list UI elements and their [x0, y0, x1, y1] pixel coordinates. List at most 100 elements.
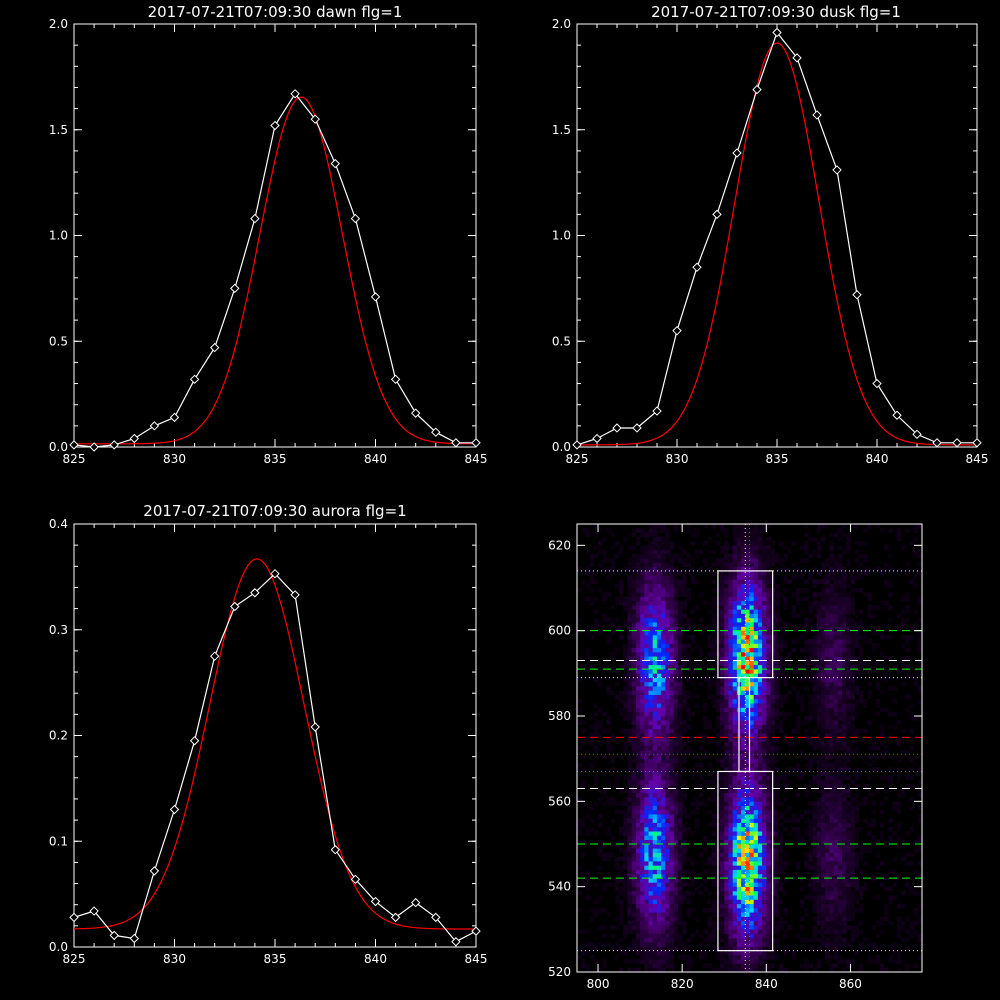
heatmap-cell: [778, 711, 784, 717]
heatmap-cell: [879, 861, 885, 866]
heatmap-cell: [724, 609, 729, 614]
heatmap-cell: [652, 942, 658, 947]
heatmap-cell: [656, 656, 662, 661]
heatmap-cell: [799, 677, 805, 683]
heatmap-cell: [821, 677, 826, 683]
heatmap-cell: [821, 937, 826, 943]
heatmap-cell: [795, 861, 801, 866]
heatmap-cell: [623, 933, 628, 939]
heatmap-cell: [648, 588, 654, 593]
heatmap-cell: [745, 622, 750, 627]
heatmap-cell: [581, 852, 586, 858]
heatmap-cell: [833, 869, 839, 875]
heatmap-cell: [661, 583, 666, 589]
heatmap-cell: [631, 912, 637, 917]
heatmap-cell: [728, 660, 733, 666]
heatmap-cell: [749, 767, 755, 772]
heatmap-cell: [602, 728, 607, 734]
heatmap-cell: [644, 673, 649, 678]
heatmap-cell: [812, 596, 818, 602]
heatmap-cell: [652, 754, 658, 759]
heatmap-cell: [652, 613, 658, 619]
heatmap-cell: [741, 831, 746, 836]
heatmap-cell: [825, 771, 830, 777]
heatmap-cell: [661, 750, 666, 755]
heatmap-cell: [593, 946, 599, 951]
heatmap-cell: [699, 950, 704, 956]
heatmap-cell: [829, 617, 834, 623]
heatmap-cell: [631, 809, 637, 815]
heatmap-cell: [665, 745, 670, 751]
heatmap-cell: [724, 890, 729, 896]
heatmap-cell: [741, 686, 746, 691]
heatmap-cell: [825, 583, 830, 589]
heatmap-cell: [741, 698, 746, 704]
heatmap-cell: [610, 754, 616, 759]
heatmap-cell: [842, 822, 847, 828]
heatmap-cell: [837, 617, 843, 623]
heatmap-cell: [724, 634, 729, 640]
heatmap-cell: [669, 967, 675, 973]
heatmap-cell: [825, 954, 830, 960]
heatmap-cell: [770, 707, 776, 713]
heatmap-cell: [589, 946, 595, 951]
heatmap-cell: [846, 754, 851, 759]
heatmap-cell: [808, 707, 813, 713]
y-tick-label: 0.1: [49, 834, 68, 848]
heatmap-cell: [656, 784, 662, 789]
heatmap-cell: [724, 724, 729, 730]
heatmap-cell: [770, 762, 776, 768]
heatmap-cell: [829, 728, 834, 734]
heatmap-cell: [757, 925, 763, 930]
heatmap-cell: [917, 673, 923, 678]
heatmap-cell: [850, 869, 855, 875]
heatmap-cell: [858, 634, 864, 640]
heatmap-cell: [669, 750, 675, 755]
heatmap-cell: [686, 826, 691, 832]
y-tick-label: 0.4: [49, 517, 68, 531]
heatmap-cell: [652, 724, 658, 730]
heatmap-cell: [732, 963, 738, 969]
heatmap-cell: [757, 733, 763, 738]
y-tick-label: 1.0: [49, 229, 68, 243]
heatmap-cell: [720, 856, 725, 862]
heatmap-cell: [652, 750, 658, 755]
heatmap-cell: [753, 937, 759, 943]
heatmap-cell: [753, 728, 759, 734]
heatmap-cell: [821, 809, 826, 815]
heatmap-cell: [673, 694, 679, 700]
heatmap-cell: [631, 681, 637, 687]
heatmap-cell: [724, 588, 729, 593]
heatmap-cell: [745, 758, 750, 764]
heatmap-cell: [774, 698, 780, 704]
heatmap-cell: [677, 809, 683, 815]
heatmap-cell: [614, 916, 620, 922]
heatmap-cell: [652, 908, 658, 913]
heatmap-cell: [686, 677, 691, 683]
heatmap-cell: [652, 912, 658, 917]
heatmap-cell: [909, 805, 914, 811]
heatmap-cell: [699, 792, 704, 798]
heatmap-cell: [741, 673, 746, 678]
heatmap-cell: [627, 967, 632, 973]
heatmap-cell: [665, 933, 670, 939]
heatmap-cell: [724, 741, 729, 747]
heatmap-cell: [757, 716, 763, 721]
heatmap-cell: [762, 895, 767, 900]
x-tick-label: 845: [966, 452, 989, 466]
heatmap-cell: [762, 805, 767, 811]
heatmap-cell: [640, 878, 645, 883]
heatmap-cell: [913, 890, 919, 896]
heatmap-cell: [640, 814, 645, 819]
heatmap-cell: [741, 771, 746, 777]
heatmap-cell: [766, 916, 771, 922]
heatmap-cell: [627, 694, 632, 700]
heatmap-cell: [854, 690, 860, 695]
heatmap-cell: [795, 669, 801, 674]
heatmap-cell: [648, 801, 654, 806]
heatmap-cell: [749, 797, 755, 802]
heatmap-cell: [837, 848, 843, 853]
heatmap-cell: [808, 835, 813, 841]
heatmap-cell: [896, 613, 902, 619]
heatmap-cell: [816, 814, 822, 819]
